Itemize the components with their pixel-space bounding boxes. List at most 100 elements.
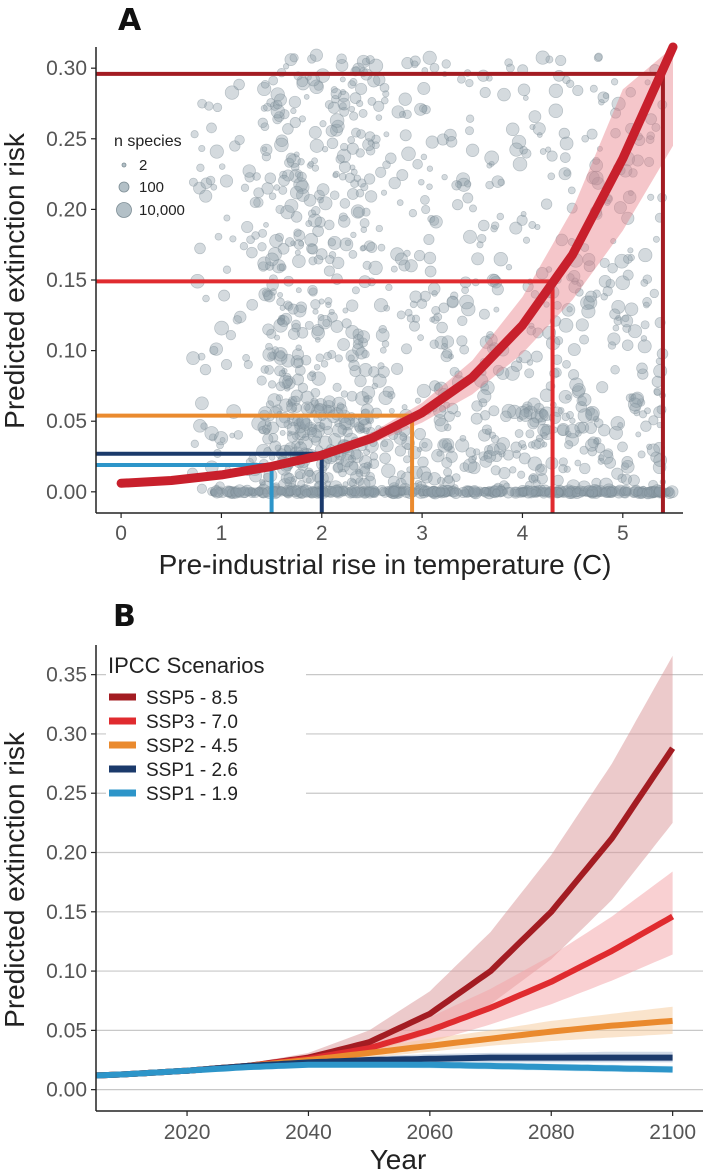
scatter-point — [423, 233, 435, 246]
scatter-point — [431, 290, 438, 297]
scatter-point — [442, 484, 454, 497]
scatter-point — [517, 487, 526, 496]
scatter-point — [342, 427, 353, 438]
scatter-point — [530, 474, 539, 482]
scatter-point — [640, 279, 649, 287]
scatter-point — [579, 462, 591, 475]
scatter-point — [297, 382, 309, 393]
scatter-point — [368, 366, 380, 378]
scatter-point — [210, 485, 222, 498]
x-axis-title: Year — [370, 1144, 427, 1175]
scatter-point — [391, 362, 404, 375]
scatter-point — [613, 201, 627, 215]
scatter-point — [348, 105, 356, 113]
scatter-point — [363, 488, 371, 496]
scatter-point — [350, 486, 363, 499]
scatter-point — [416, 298, 428, 309]
scatter-point — [611, 96, 626, 111]
scatter-point — [233, 484, 246, 497]
scatter-point — [414, 479, 423, 488]
scatter-point — [352, 343, 365, 356]
scatter-point — [270, 101, 280, 111]
scatter-point — [357, 178, 367, 188]
scatter-point — [271, 346, 280, 354]
scatter-point — [491, 221, 500, 230]
scatter-point — [349, 487, 357, 495]
scatter-point — [259, 480, 266, 487]
scatter-point — [266, 421, 280, 435]
scatter-point — [292, 432, 300, 441]
scatter-point — [441, 488, 450, 497]
scatter-point — [315, 353, 325, 362]
scatter-point — [234, 487, 245, 499]
scatter-point — [332, 396, 347, 411]
scatter-point — [359, 427, 366, 434]
scatter-point — [491, 175, 505, 188]
scatter-point — [640, 485, 647, 492]
scatter-point — [601, 483, 617, 498]
scatter-point — [558, 487, 567, 496]
scatter-point — [314, 189, 325, 201]
scatter-point — [600, 292, 608, 301]
scatter-point — [225, 329, 237, 341]
scatter-point — [360, 182, 369, 192]
y-tick-label: 0.00 — [46, 481, 87, 504]
scatter-point — [311, 326, 325, 340]
scatter-point — [291, 402, 302, 413]
scatter-point — [294, 468, 306, 480]
scatter-point — [574, 422, 586, 434]
scatter-point — [505, 264, 513, 271]
scatter-point — [534, 408, 549, 423]
scatter-point — [535, 50, 550, 65]
scatter-point — [537, 484, 546, 494]
scatter-point — [322, 318, 331, 328]
scatter-point — [486, 486, 498, 498]
scatter-point — [493, 306, 500, 313]
scatter-point — [245, 487, 253, 495]
scatter-point — [388, 407, 395, 414]
scatter-point — [377, 362, 385, 370]
scatter-point — [318, 196, 333, 211]
scatter-point — [273, 318, 288, 333]
scatter-point — [593, 53, 603, 63]
scatter-point — [419, 438, 433, 452]
scatter-point — [568, 270, 581, 283]
scatter-point — [416, 446, 423, 453]
scatter-point — [623, 254, 633, 264]
scatter-point — [317, 196, 324, 204]
scatter-point — [556, 488, 564, 496]
scatter-point — [284, 53, 298, 66]
scatter-point — [567, 186, 576, 195]
scatter-point — [546, 150, 558, 162]
scatter-point — [272, 99, 283, 110]
scatter-point — [365, 471, 375, 482]
x-tick-label: 2020 — [164, 1121, 211, 1144]
scatter-point — [285, 487, 294, 497]
scatter-point — [588, 484, 602, 497]
scatter-point — [590, 484, 603, 498]
scatter-point — [451, 180, 462, 191]
scatter-point — [332, 170, 340, 178]
scatter-point — [205, 175, 216, 186]
scatter-point — [619, 487, 630, 498]
scatter-point — [483, 450, 497, 463]
scatter-point — [537, 487, 548, 497]
scatter-point — [397, 486, 407, 496]
scatter-point — [457, 74, 466, 84]
scatter-point — [269, 234, 283, 248]
scatter-point — [516, 356, 523, 364]
scatter-point — [372, 487, 379, 495]
scatter-point — [541, 487, 550, 496]
scatter-point — [346, 486, 357, 497]
scatter-point — [318, 435, 333, 450]
scatter-point — [501, 488, 508, 495]
scatter-point — [276, 297, 285, 307]
scatter-point — [568, 280, 582, 294]
scatter-point — [594, 442, 606, 454]
scatter-point — [261, 182, 274, 195]
scatter-point — [433, 413, 446, 427]
scatter-point — [277, 315, 290, 328]
scatter-point — [385, 488, 395, 498]
scatter-point — [607, 332, 621, 346]
scatter-point — [600, 487, 611, 498]
